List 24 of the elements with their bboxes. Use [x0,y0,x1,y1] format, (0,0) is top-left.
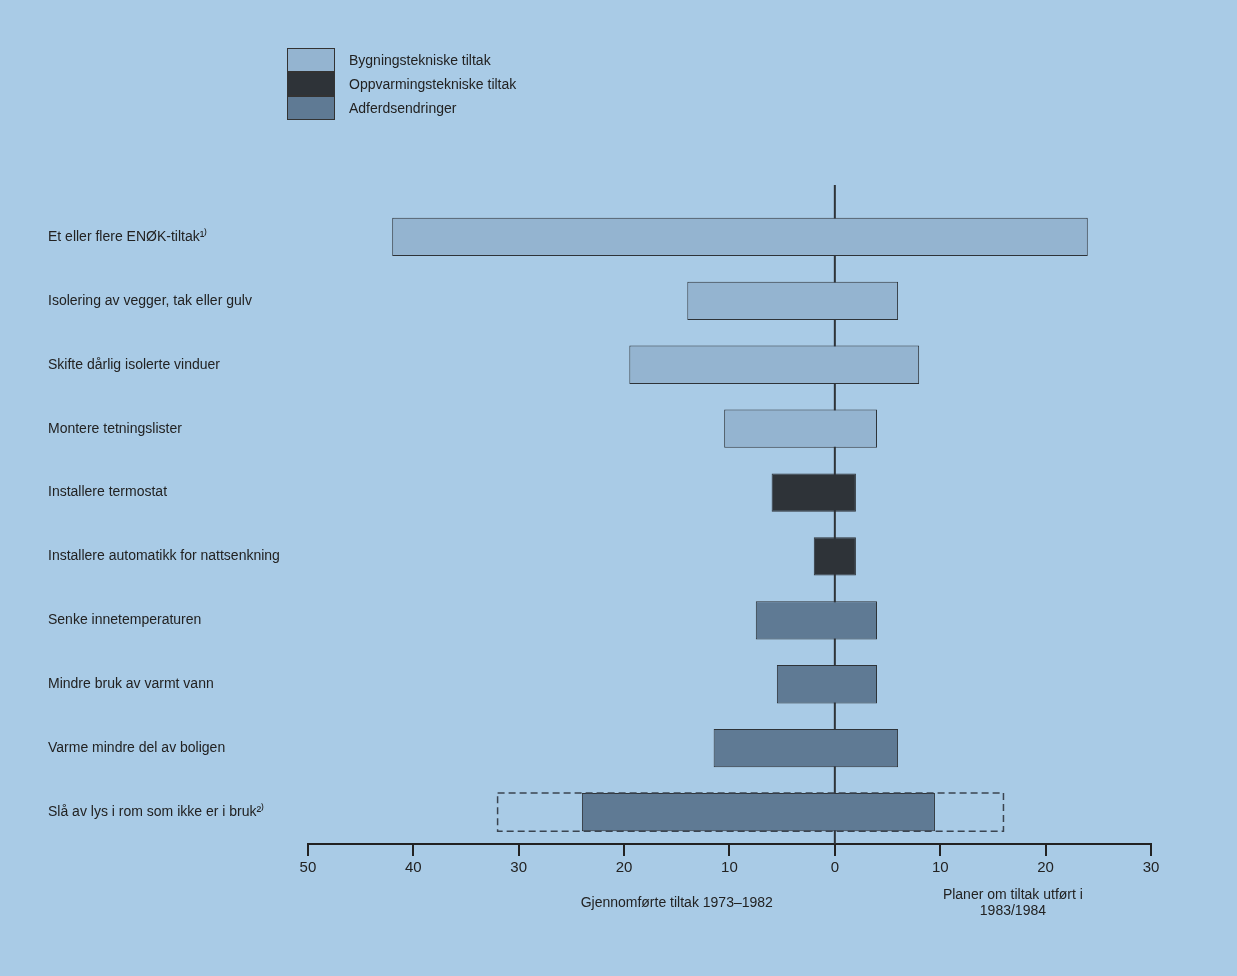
y-tick-label: Skifte dårlig isolerte vinduer [48,355,221,372]
x-tick-label: 30 [510,858,528,876]
legend-label: Oppvarmingstekniske tiltak [349,76,517,92]
y-tick-label: Installere automatikk for nattsenkning [48,547,280,564]
y-tick-label: Et eller flere ENØK-tiltak¹⁾ [48,227,208,244]
legend-label: Bygningstekniske tiltak [349,52,491,68]
y-tick-label: Slå av lys i rom som ikke er i bruk²⁾ [48,802,265,819]
y-tick-label: Varme mindre del av boligen [48,739,226,756]
y-tick-label: Isolering av vegger, tak eller gulv [48,291,252,308]
legend-label: Adferdsendringer [349,100,457,116]
x-tick-label: 40 [404,858,422,876]
text: Gjennomførte tiltak 1973–1982 [579,894,774,910]
x-tick-label: 0 [830,858,840,876]
x-tick-label: 20 [615,858,633,876]
text: Planer om tiltak utført i 1983/1984 [941,886,1084,918]
y-tick-label: Senke innetemperaturen [48,611,202,628]
x-tick-label: 20 [1037,858,1054,876]
x-tick-label: 10 [931,858,949,876]
x-tick-label: 50 [299,858,317,876]
x-tick-label: 10 [721,858,738,876]
x-tick-label: 30 [1142,858,1160,876]
y-tick-label: Montere tetningslister [48,419,183,436]
y-tick-label: Installere termostat [48,483,168,500]
y-tick-label: Mindre bruk av varmt vann [48,675,214,692]
